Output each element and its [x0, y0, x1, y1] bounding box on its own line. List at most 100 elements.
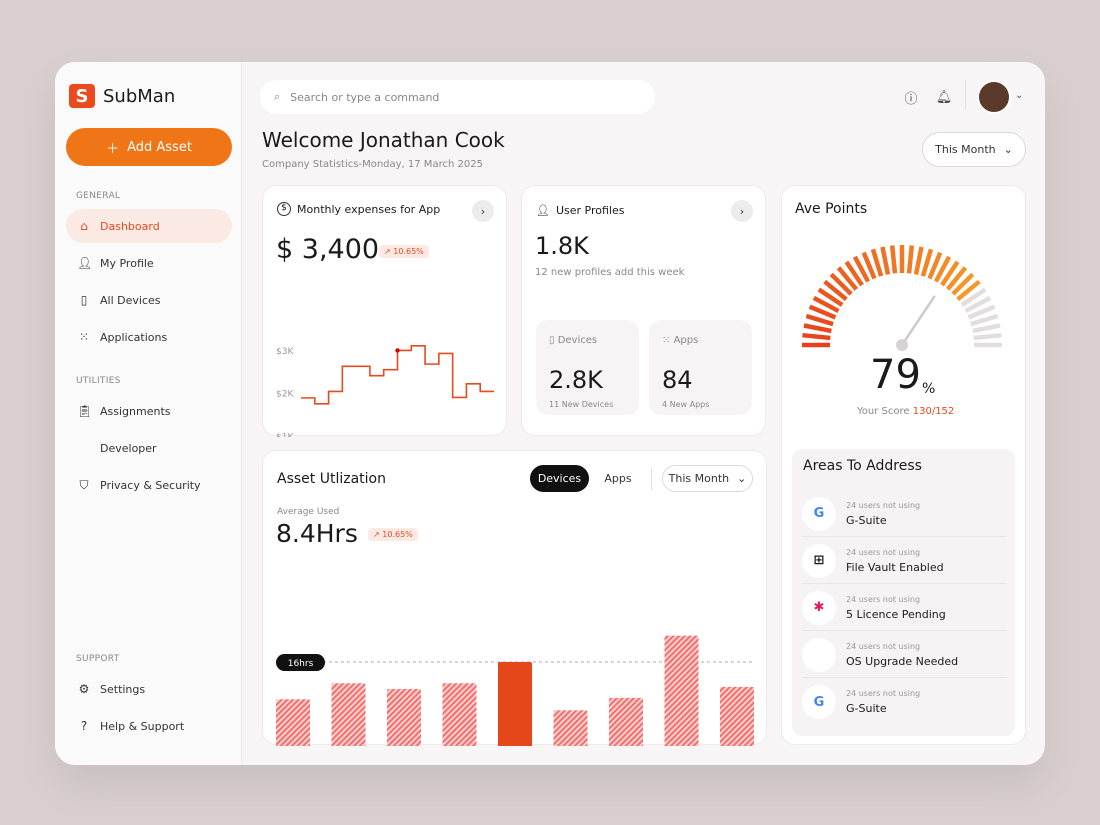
area-label: OS Upgrade Needed — [846, 654, 959, 668]
sidebar-item-my-profile[interactable]: 👤︎ My Profile — [66, 246, 232, 280]
apps-tile[interactable]: ⁙ Apps 84 4 New Apps — [649, 320, 752, 415]
sidebar-item-help-support[interactable]: ? Help & Support — [66, 709, 232, 743]
bell-icon[interactable]: 🔔︎ — [935, 89, 953, 105]
points-title: Ave Points — [795, 201, 868, 217]
gauge-tick — [956, 279, 981, 302]
page-title: Welcome Jonathan Cook — [262, 128, 505, 152]
sidebar-item-label: Developer — [100, 441, 157, 455]
devices-tile[interactable]: ▯ Devices 2.8K 11 New Devices — [536, 320, 639, 415]
utilization-title: Asset Utlization — [277, 471, 386, 487]
gauge-tick — [817, 287, 844, 307]
clipboard-icon: 📋︎ — [77, 404, 93, 418]
avatar[interactable] — [977, 80, 1011, 114]
slack-icon: ✱ — [802, 590, 836, 625]
sidebar-item-label: Dashboard — [100, 219, 160, 233]
area-note: 24 users not using — [846, 500, 921, 510]
grid-icon: ⁙ — [662, 335, 671, 346]
logo-icon: S — [69, 84, 95, 108]
tab-devices[interactable]: Devices — [530, 465, 589, 492]
profiles-note: 12 new profiles add this week — [535, 267, 685, 278]
profiles-card: 👤︎ User Profiles › 1.8K 12 new profiles a… — [521, 185, 766, 436]
sidebar-item-privacy-security[interactable]: ⛉ Privacy & Security — [66, 468, 232, 502]
avg-value: 8.4Hrs — [276, 519, 358, 548]
brand[interactable]: S SubMan — [69, 84, 175, 108]
sidebar-item-label: Settings — [100, 682, 146, 696]
gauge-tick — [802, 332, 831, 341]
profiles-value: 1.8K — [535, 232, 589, 260]
chevron-right-icon[interactable]: › — [472, 200, 494, 222]
bar — [720, 686, 754, 746]
plus-icon: ＋ — [106, 141, 120, 157]
gauge-tick — [920, 248, 934, 277]
y-tick-label: $3K — [276, 347, 294, 357]
devices-value: 2.8K — [549, 366, 603, 394]
period-label: This Month — [935, 143, 996, 156]
points-card: Ave Points 79 % Your Score 130/152 Areas… — [781, 185, 1026, 745]
sidebar-item-assignments[interactable]: 📋︎ Assignments — [66, 394, 232, 428]
gauge-tick — [861, 251, 877, 280]
bar — [664, 635, 699, 746]
bar — [387, 689, 421, 746]
windows-icon: ⊞ — [802, 543, 836, 578]
expenses-value: $ 3,400 — [276, 234, 380, 265]
area-item[interactable]: ⊞ 24 users not using File Vault Enabled — [802, 538, 1007, 584]
sidebar-item-label: All Devices — [100, 293, 161, 307]
apps-label: Apps — [673, 335, 699, 346]
info-icon[interactable]: ⓘ — [904, 91, 918, 107]
score-unit: % — [922, 381, 936, 397]
gauge-tick — [852, 255, 871, 283]
gauge-tick — [967, 304, 996, 320]
divider — [965, 80, 966, 110]
area-item[interactable]: G 24 users not using G-Suite — [802, 679, 1007, 725]
brand-name: SubMan — [103, 85, 176, 107]
search-input[interactable]: ⌕ Search or type a command — [260, 80, 655, 114]
chevron-right-icon[interactable]: › — [731, 200, 753, 222]
utilization-period-dropdown[interactable]: This Month ⌄ — [662, 465, 753, 492]
gauge-tick — [805, 313, 834, 327]
areas-panel: Areas To Address G 24 users not using G-Su… — [792, 449, 1015, 736]
sidebar-item-label: Assignments — [100, 404, 171, 418]
sidebar-item-label: My Profile — [100, 256, 154, 270]
gauge-tick — [933, 255, 952, 283]
devices-icon: ▯ — [80, 293, 88, 307]
area-label: G-Suite — [846, 702, 887, 715]
utilization-bar-chart: 16hrsSept 01Sept 02Sept 03Sept 04Sept 05… — [276, 635, 754, 746]
profiles-title: User Profiles — [555, 204, 625, 217]
expenses-card: $ Monthly expenses for App › $ 3,400 ↗ 1… — [262, 185, 507, 437]
highlight-point — [395, 348, 400, 353]
sidebar-item-applications[interactable]: ⁙ Applications — [66, 320, 232, 354]
bar — [553, 710, 588, 746]
gauge-tick — [951, 272, 975, 296]
bar — [609, 697, 643, 746]
tab-apps[interactable]: Apps — [594, 465, 642, 492]
reference-pill — [276, 654, 325, 671]
area-item[interactable]: G 24 users not using G-Suite — [802, 491, 1007, 537]
gauge-tick — [803, 323, 832, 334]
grid-icon: ⁙ — [78, 330, 90, 344]
area-item[interactable]: ✱ 24 users not using 5 Licence Pending — [802, 585, 1007, 631]
sidebar-item-all-devices[interactable]: ▯ All Devices — [66, 283, 232, 317]
add-asset-button[interactable]: ＋ Add Asset — [66, 128, 232, 166]
gauge-tick — [927, 251, 943, 280]
gauge-tick — [844, 260, 864, 287]
gauge-tick — [829, 272, 853, 296]
sidebar-item-developer[interactable]: Developer — [66, 431, 232, 465]
chevron-down-icon[interactable]: ⌄ — [1015, 90, 1024, 101]
search-placeholder: Search or type a command — [290, 90, 440, 104]
score-fraction: 130/152 — [912, 406, 955, 417]
shield-icon: ⛉ — [79, 477, 89, 492]
gauge-tick — [870, 248, 884, 277]
score-gauge — [802, 245, 1002, 351]
section-general: GENERAL — [76, 191, 121, 201]
help-icon: ? — [80, 719, 88, 733]
gauge-tick — [973, 332, 1002, 341]
sidebar-item-settings[interactable]: ⚙ Settings — [66, 672, 232, 706]
devices-label: Devices — [557, 335, 598, 346]
expenses-title: Monthly expenses for App — [297, 202, 441, 216]
gauge-tick — [972, 323, 1001, 334]
sidebar-item-dashboard[interactable]: ⌂ Dashboard — [66, 209, 232, 243]
google-icon: G — [802, 685, 836, 719]
gear-icon: ⚙ — [78, 682, 90, 696]
period-dropdown[interactable]: This Month ⌄ — [922, 132, 1026, 167]
area-item[interactable]: 24 users not using OS Upgrade Needed — [802, 632, 1007, 678]
